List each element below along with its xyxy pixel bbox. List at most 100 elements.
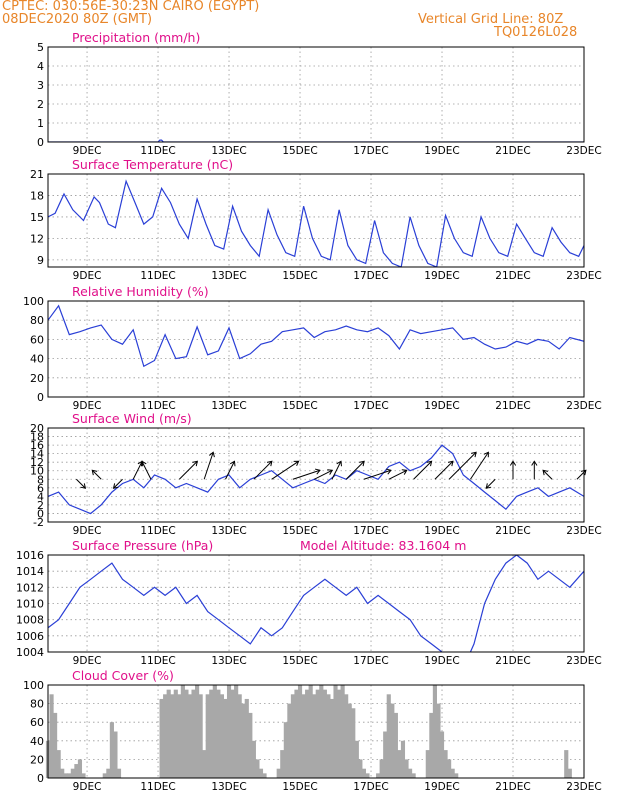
y-tick-label: 1 [37, 117, 44, 130]
x-tick-label: 11DEC [140, 400, 175, 412]
cloud-bar [425, 750, 430, 778]
cloud-bar [106, 768, 111, 778]
wind-arrow [253, 460, 273, 480]
y-tick-label: 3 [37, 79, 44, 92]
wind-arrow [448, 451, 477, 480]
wind-arrow-head [208, 451, 215, 458]
y-tick-label: 21 [30, 168, 44, 181]
x-tick-label: 11DEC [140, 525, 175, 537]
panel-title: Precipitation (mm/h) [72, 30, 200, 45]
y-tick-label: 5 [37, 41, 44, 54]
cloud-bar [177, 694, 182, 778]
x-tick-label: 11DEC [140, 781, 175, 793]
cloud-bar [219, 694, 225, 778]
x-tick-label: 11DEC [140, 145, 175, 157]
y-tick-label: 60 [30, 716, 44, 729]
cloud-bar [163, 694, 168, 778]
cloud-bar [336, 689, 342, 778]
y-tick-label: 20 [30, 753, 44, 766]
wind-arrow-head [327, 469, 334, 475]
wind-arrow-head [385, 468, 392, 475]
cloud-bar [290, 694, 296, 778]
wind-arrow-head [426, 460, 433, 467]
cloud-bar [397, 750, 402, 778]
wind-arrow [76, 478, 86, 489]
x-tick-label: 9DEC [73, 145, 102, 157]
cloud-bar [351, 708, 356, 778]
panel-frame [47, 427, 585, 523]
x-tick-label: 15DEC [282, 145, 317, 157]
cloud-bar [230, 689, 235, 778]
panel-frame [47, 684, 585, 779]
cloud-bar [209, 689, 214, 778]
x-tick-label: 23DEC [566, 655, 601, 667]
y-tick-label: 2 [37, 499, 44, 512]
panel-frame [47, 300, 585, 398]
x-tick-label: 9DEC [73, 400, 102, 412]
wind-arrow-head [80, 483, 87, 489]
cloud-bar [379, 759, 384, 778]
wind-arrow [388, 469, 407, 480]
wind-arrow-head [293, 460, 300, 467]
cloud-bar [344, 694, 349, 778]
cloud-bar [53, 712, 58, 778]
wind-arrow [345, 460, 365, 480]
cloud-bar [322, 689, 327, 778]
y-tick-label: 1012 [16, 581, 44, 594]
panel-frame [47, 173, 585, 268]
wind-arrow [469, 451, 489, 480]
cloud-bar [329, 698, 335, 778]
y-tick-label: 15 [30, 211, 44, 224]
y-tick-label: 20 [30, 422, 44, 435]
wind-arrow [113, 478, 123, 489]
wind-arrow-head [531, 460, 538, 466]
cloud-bar [347, 703, 352, 778]
x-tick-label: 23DEC [566, 525, 601, 537]
y-tick-label: 1016 [16, 549, 44, 562]
x-tick-label: 13DEC [211, 145, 246, 157]
y-tick-label: 16 [30, 439, 44, 452]
panel-title: Surface Wind (m/s) [72, 411, 192, 426]
x-tick-label: 13DEC [211, 525, 246, 537]
wind-arrow [141, 461, 152, 480]
cloud-bar [567, 768, 572, 778]
series-line-4 [48, 444, 584, 515]
y-tick-label: 6 [37, 482, 44, 495]
cloud-bar [198, 694, 203, 778]
cloud-bar [109, 722, 114, 778]
x-tick-label: 19DEC [424, 655, 459, 667]
wind-arrow [225, 461, 235, 480]
x-tick-label: 13DEC [211, 655, 246, 667]
x-tick-label: 15DEC [282, 655, 317, 667]
cloud-bar [390, 703, 395, 778]
wind-arrow [542, 469, 553, 480]
wind-arrow-head [471, 451, 477, 458]
y-tick-label: 60 [30, 333, 44, 346]
y-tick-label: 8 [37, 473, 44, 486]
cloud-bar [312, 694, 317, 778]
panel-frame [47, 46, 585, 143]
cloud-bar [361, 768, 366, 778]
y-tick-label: -2 [33, 516, 44, 529]
cloud-bar [237, 694, 242, 778]
cloud-bar [301, 694, 306, 778]
wind-arrow [203, 452, 214, 480]
panel-title: Cloud Cover (%) [72, 668, 174, 683]
cloud-bar [294, 689, 299, 778]
cloud-bar [443, 750, 448, 778]
cloud-bar [49, 694, 54, 778]
wind-arrow [132, 461, 143, 480]
wind-arrow-head [509, 460, 517, 466]
y-tick-label: 20 [30, 372, 44, 385]
cloud-bar [170, 694, 175, 778]
wind-arrow-head [336, 460, 342, 467]
cloud-bar [116, 768, 122, 778]
y-tick-label: 80 [30, 314, 44, 327]
cloud-bar [319, 685, 324, 778]
wind-arrow-head [314, 468, 321, 475]
cloud-bar [564, 750, 569, 778]
y-tick-label: 0 [37, 391, 44, 404]
cloud-bar [407, 768, 413, 778]
y-tick-label: 18 [30, 189, 44, 202]
x-tick-label: 23DEC [566, 145, 601, 157]
